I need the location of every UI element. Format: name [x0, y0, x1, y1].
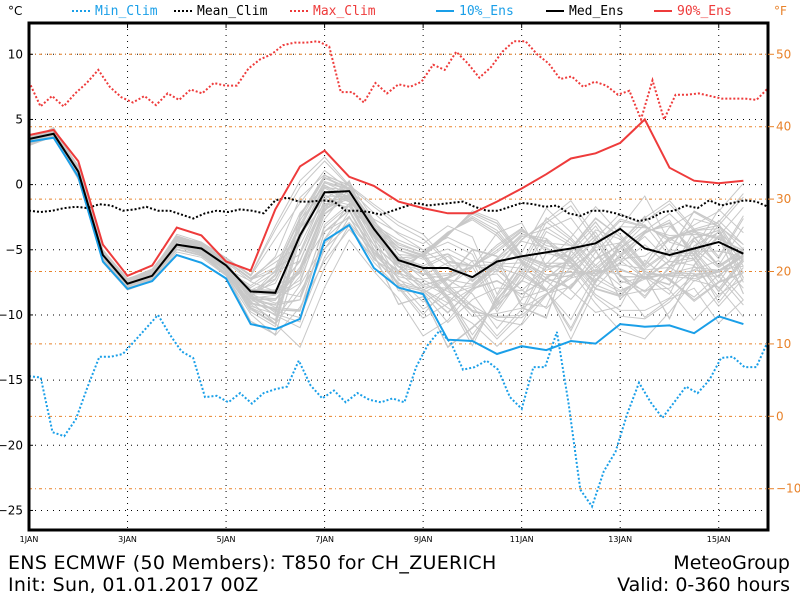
x-tick-label: 9JAN [414, 535, 433, 544]
unit-fahrenheit-label: °F [774, 4, 787, 18]
legend-item-max-clim: Max_Clim [290, 4, 376, 19]
y-tick-label-celsius: −25 [0, 503, 23, 517]
legend-label-max-clim: Max_Clim [313, 4, 376, 19]
ensemble-member-line [28, 132, 744, 306]
ensemble-members [28, 126, 744, 349]
y-tick-label-fahrenheit: 40 [776, 120, 791, 134]
legend-label-min-clim: Min_Clim [95, 4, 158, 19]
p90-ens-line [28, 117, 744, 278]
x-tick-label: 5JAN [217, 535, 236, 544]
grid [29, 23, 768, 530]
ensemble-member-line [28, 134, 744, 323]
ensemble-member-line [28, 135, 744, 349]
legend-item-p90-ens: 90%_Ens [654, 4, 732, 19]
ensemble-member-line [28, 131, 744, 300]
provider-label: MeteoGroup [673, 552, 790, 574]
legend: Min_Clim Mean_Clim Max_Clim 10%_Ens Med_… [72, 4, 732, 19]
legend-item-mean-clim: Mean_Clim [174, 4, 268, 19]
legend-item-med-ens: Med_Ens [546, 4, 624, 19]
ensemble-member-line [28, 126, 744, 296]
y-tick-label-celsius: −10 [0, 308, 23, 322]
y-tick-label-fahrenheit: 50 [776, 47, 791, 61]
p10-ens-line [28, 136, 744, 356]
y-tick-label-fahrenheit: 0 [776, 409, 784, 423]
legend-label-p90-ens: 90%_Ens [677, 4, 732, 19]
y-tick-label-celsius: 10 [8, 47, 23, 61]
ensemble-member-line [28, 134, 744, 329]
legend-label-med-ens: Med_Ens [569, 4, 624, 19]
x-tick-label: 1JAN [20, 535, 39, 544]
chart-title: ENS ECMWF (50 Members): T850 for CH_ZUER… [8, 552, 497, 574]
ensemble-member-line [28, 134, 744, 328]
y-tick-label-fahrenheit: 30 [776, 192, 791, 206]
mean-clim-line [28, 196, 769, 223]
y-tick-label-celsius: 0 [15, 178, 23, 192]
legend-item-p10-ens: 10%_Ens [436, 4, 514, 19]
legend-item-min-clim: Min_Clim [72, 4, 158, 19]
y-tick-label-celsius: 5 [15, 112, 23, 126]
ensemble-member-line [28, 130, 744, 292]
y-tick-label-celsius: −20 [0, 438, 23, 452]
min-clim-line [28, 313, 769, 509]
valid-range-label: Valid: 0-360 hours [617, 574, 790, 596]
x-tick-label: 13JAN [608, 535, 632, 544]
plot-frame [27, 21, 770, 532]
legend-label-mean-clim: Mean_Clim [197, 4, 268, 19]
y-tick-label-fahrenheit: 20 [776, 265, 791, 279]
y-tick-label-fahrenheit: 10 [776, 337, 791, 351]
ensemble-member-line [28, 133, 744, 330]
ensemble-member-line [28, 131, 744, 326]
max-clim-line [28, 40, 769, 123]
y-tick-label-celsius: −5 [5, 243, 23, 257]
y-tick-label-fahrenheit: −10 [776, 482, 800, 496]
unit-celsius-label: °C [8, 4, 22, 18]
x-tick-label: 7JAN [315, 535, 334, 544]
chart-subtitle: Init: Sun, 01.01.2017 00Z [8, 574, 259, 596]
x-tick-label: 15JAN [707, 535, 731, 544]
x-tick-label: 11JAN [510, 535, 534, 544]
median-ens-line [28, 132, 744, 294]
series-lines [28, 40, 769, 509]
y-tick-label-celsius: −15 [0, 373, 23, 387]
x-tick-label: 3JAN [118, 535, 137, 544]
legend-label-p10-ens: 10%_Ens [459, 4, 514, 19]
ensemble-member-line [28, 133, 744, 336]
ensemble-member-line [28, 135, 744, 340]
